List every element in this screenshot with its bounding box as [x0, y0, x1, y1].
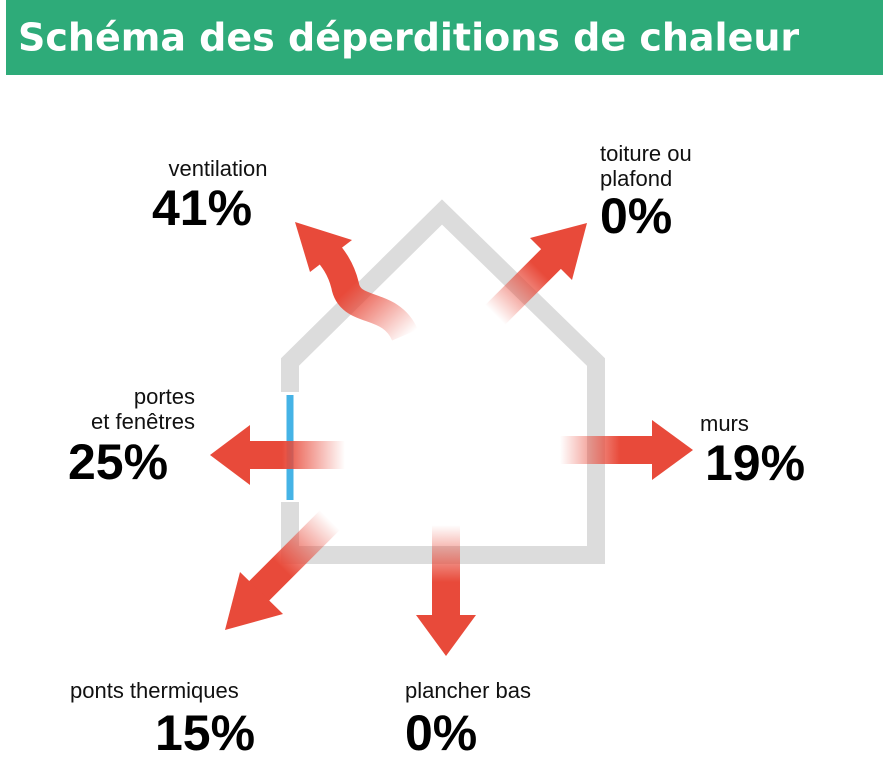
percentage: 15% — [155, 705, 255, 761]
arrow-ventilation — [295, 222, 418, 342]
percentage: 25% — [68, 434, 168, 490]
label: portes — [134, 384, 195, 409]
percentage: 0% — [405, 705, 477, 761]
arrow-floor — [416, 525, 476, 656]
percentage: 0% — [600, 188, 672, 244]
label: ventilation — [168, 156, 267, 181]
label: plafond — [600, 166, 672, 191]
label: ponts thermiques — [70, 678, 239, 703]
arrow-walls — [560, 420, 693, 480]
arrow-bridges — [225, 510, 340, 630]
label: murs — [700, 411, 749, 436]
percentage: 41% — [152, 180, 252, 236]
percentage: 19% — [705, 435, 805, 491]
label: plancher bas — [405, 678, 531, 703]
label: toiture ou — [600, 141, 692, 166]
arrow-doors — [210, 425, 345, 485]
arrow-roof — [485, 223, 587, 325]
title: Schéma des déperditions de chaleur — [18, 16, 799, 60]
label: et fenêtres — [91, 409, 195, 434]
header-band — [6, 0, 883, 75]
